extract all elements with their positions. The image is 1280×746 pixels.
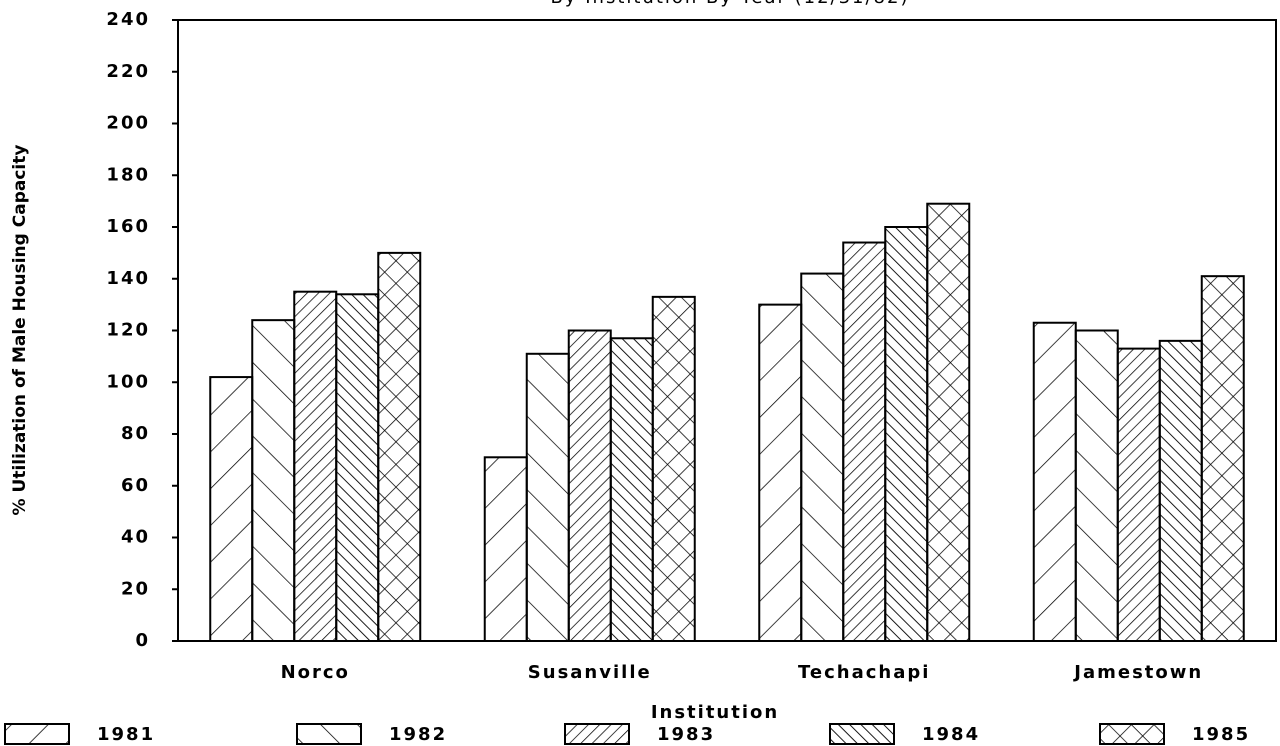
x-tick-label: Jamestown <box>1072 662 1203 683</box>
x-tick-label: Norco <box>281 662 350 683</box>
y-tick-label: 220 <box>106 61 150 82</box>
bar <box>758 303 803 642</box>
y-tick-label: 160 <box>106 216 150 237</box>
y-tick-label: 40 <box>121 527 150 548</box>
legend-swatch <box>829 723 895 745</box>
bar <box>525 352 570 642</box>
bar <box>926 202 971 642</box>
y-tick-label: 60 <box>121 475 150 496</box>
legend-label: 1982 <box>389 724 447 745</box>
legend-label: 1981 <box>97 724 155 745</box>
x-tick-label: Techachapi <box>798 662 930 683</box>
y-tick-label: 140 <box>106 268 150 289</box>
bar <box>1158 339 1203 642</box>
bar <box>842 241 887 642</box>
bar <box>377 251 422 642</box>
legend-label: 1983 <box>657 724 715 745</box>
bar <box>1074 329 1119 642</box>
bar <box>251 319 296 642</box>
y-tick-label: 200 <box>106 113 150 134</box>
y-tick-label: 120 <box>106 320 150 341</box>
chart-title: By Institution By Year (12/31/82) <box>551 0 910 8</box>
bar <box>800 272 845 642</box>
legend-swatch <box>4 723 70 745</box>
y-tick-label: 100 <box>106 371 150 392</box>
y-tick-label: 0 <box>135 630 150 651</box>
bar <box>483 456 528 642</box>
bar <box>884 226 929 642</box>
legend-swatch <box>564 723 630 745</box>
bar <box>1032 321 1077 642</box>
y-tick-label: 240 <box>106 9 150 30</box>
bar <box>1200 275 1245 642</box>
bar <box>567 329 612 642</box>
x-axis-label: Institution <box>651 702 779 723</box>
y-tick-label: 80 <box>121 423 150 444</box>
legend-label: 1985 <box>1192 724 1250 745</box>
bar <box>651 295 696 642</box>
legend-label: 1984 <box>922 724 980 745</box>
bar <box>293 290 338 642</box>
bar <box>609 337 654 642</box>
x-tick-label: Susanville <box>528 662 652 683</box>
legend-swatch <box>296 723 362 745</box>
legend-swatch <box>1099 723 1165 745</box>
y-axis-label: % Utilization of Male Housing Capacity <box>10 145 30 516</box>
bar <box>1116 347 1161 642</box>
y-tick-label: 20 <box>121 578 150 599</box>
bar <box>335 293 380 642</box>
bar <box>209 376 254 642</box>
y-tick-label: 180 <box>106 164 150 185</box>
